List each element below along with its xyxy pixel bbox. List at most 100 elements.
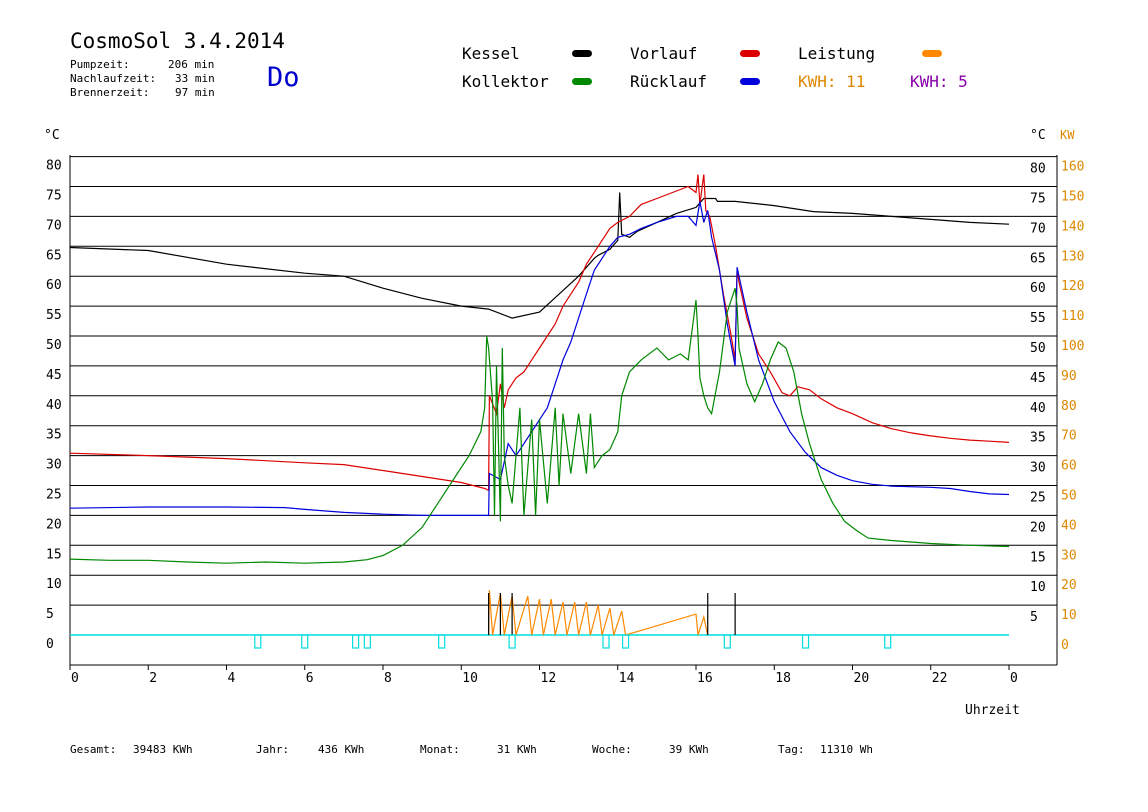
y-axis-label-right: °C	[1030, 128, 1046, 143]
x-tick: 4	[228, 671, 236, 686]
legend-kwh-leistung: KWH: 11	[798, 72, 866, 91]
y-tick-left: 40	[46, 398, 62, 413]
footer-gesamt-value: 39483 KWh	[133, 743, 193, 756]
footer-monat-value: 31 KWh	[497, 743, 537, 756]
stat-value-brennerzeit: 97 min	[175, 86, 215, 99]
y-tick-right: 30	[1030, 461, 1046, 476]
y-tick-left: 20	[46, 517, 62, 532]
y-tick-left: 80	[46, 159, 62, 174]
x-tick: 2	[149, 671, 157, 686]
pump-marker	[723, 634, 731, 649]
footer-monat-label: Monat:	[420, 743, 460, 756]
y-tick-left: 45	[46, 368, 62, 383]
legend-kollektor-swatch	[572, 78, 592, 85]
y-tick-right: 5	[1030, 610, 1038, 625]
legend-kollektor-label: Kollektor	[462, 72, 549, 91]
footer-gesamt-label: Gesamt:	[70, 743, 117, 756]
x-tick: 0	[71, 671, 79, 686]
pump-marker	[801, 634, 810, 649]
y2-tick: 60	[1061, 459, 1077, 474]
y-tick-right: 10	[1030, 580, 1046, 595]
y2-tick: 160	[1061, 160, 1084, 175]
x-tick: 0	[1010, 671, 1018, 686]
y-tick-right: 45	[1030, 371, 1046, 386]
y-tick-right: 25	[1030, 491, 1046, 506]
y-tick-left: 60	[46, 278, 62, 293]
x-tick: 8	[384, 671, 392, 686]
legend-leistung-swatch	[922, 50, 942, 57]
series-kessel	[69, 192, 1010, 319]
y-tick-left: 30	[46, 458, 62, 473]
pump-marker	[438, 634, 446, 649]
pump-marker	[363, 634, 371, 649]
y2-tick: 40	[1061, 518, 1077, 533]
y-tick-left: 35	[46, 428, 62, 443]
footer-woche-label: Woche:	[592, 743, 632, 756]
legend-kessel-label: Kessel	[462, 44, 520, 63]
pump-marker	[301, 634, 309, 649]
x-tick: 18	[775, 671, 791, 686]
x-tick: 22	[932, 671, 948, 686]
y2-tick: 140	[1061, 219, 1084, 234]
stat-value-pumpzeit: 206 min	[168, 58, 215, 71]
y2-tick: 30	[1061, 548, 1077, 563]
y-tick-right: 60	[1030, 281, 1046, 296]
y-tick-left: 25	[46, 488, 62, 503]
x-axis-label: Uhrzeit	[965, 703, 1020, 718]
y-tick-left: 55	[46, 308, 62, 323]
y-tick-right: 15	[1030, 550, 1046, 565]
y2-tick: 0	[1061, 638, 1069, 653]
pump-marker	[884, 634, 892, 649]
y2-tick: 150	[1061, 190, 1084, 205]
y-axis-label-left: °C	[44, 128, 60, 143]
pump-marker	[508, 634, 516, 649]
x-tick: 16	[697, 671, 713, 686]
y-tick-right: 50	[1030, 341, 1046, 356]
y-tick-right: 80	[1030, 162, 1046, 177]
legend-leistung-label: Leistung	[798, 44, 876, 63]
weekday-label: Do	[267, 62, 300, 93]
pump-marker	[352, 634, 360, 649]
stat-label-pumpzeit: Pumpzeit:	[70, 58, 130, 71]
y-tick-left: 50	[46, 338, 62, 353]
footer-tag-value: 11310 Wh	[820, 743, 873, 756]
pump-marker	[254, 634, 262, 649]
series-lines	[69, 174, 1010, 636]
x-tick: 6	[306, 671, 314, 686]
y2-tick: 20	[1061, 578, 1077, 593]
y2-tick: 80	[1061, 399, 1077, 414]
y-tick-right: 65	[1030, 251, 1046, 266]
y2-tick: 100	[1061, 339, 1084, 354]
x-tick: 20	[854, 671, 870, 686]
pump-marker	[602, 634, 610, 649]
chart-title: CosmoSol 3.4.2014	[70, 29, 285, 53]
y-tick-left: 65	[46, 248, 62, 263]
footer-tag-label: Tag:	[778, 743, 805, 756]
y2-tick: 50	[1061, 489, 1077, 504]
axes	[69, 155, 1058, 670]
y2-axis-label: KW	[1060, 128, 1075, 142]
legend-vorlauf-label: Vorlauf	[630, 44, 698, 63]
y2-tick: 90	[1061, 369, 1077, 384]
legend-ruecklauf-label: Rücklauf	[630, 72, 708, 91]
grid-lines	[70, 156, 1057, 606]
y-tick-right: 70	[1030, 221, 1046, 236]
stat-label-nachlaufzeit: Nachlaufzeit:	[70, 72, 157, 85]
y-tick-left: 15	[46, 547, 62, 562]
y-tick-right: 35	[1030, 431, 1046, 446]
y-tick-left: 5	[46, 607, 54, 622]
x-tick: 14	[619, 671, 635, 686]
stat-value-nachlaufzeit: 33 min	[175, 72, 215, 85]
legend-ruecklauf-swatch	[740, 78, 760, 85]
markers	[254, 593, 892, 649]
pump-marker	[621, 634, 630, 649]
y-tick-right: 55	[1030, 311, 1046, 326]
footer-jahr-value: 436 KWh	[318, 743, 365, 756]
stat-label-brennerzeit: Brennerzeit:	[70, 86, 150, 99]
footer-jahr-label: Jahr:	[256, 743, 290, 756]
y2-tick: 70	[1061, 429, 1077, 444]
series-vorlauf	[69, 174, 1010, 492]
series-kollektor	[69, 288, 1010, 564]
